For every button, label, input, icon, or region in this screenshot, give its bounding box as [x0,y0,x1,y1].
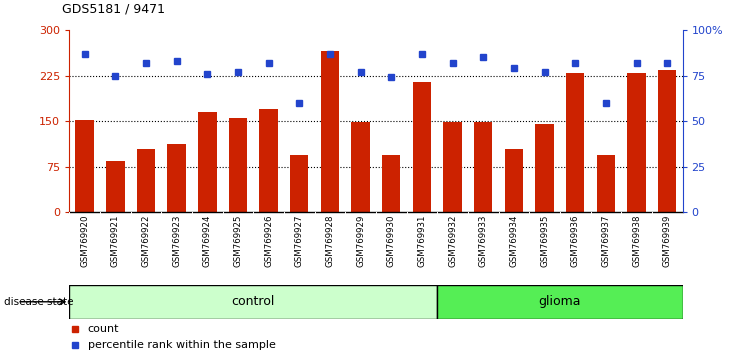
Bar [443,122,462,212]
Text: GSM769931: GSM769931 [418,215,426,267]
Text: GSM769925: GSM769925 [234,215,242,267]
Text: GDS5181 / 9471: GDS5181 / 9471 [62,3,165,16]
Bar [566,73,585,212]
Text: GSM769935: GSM769935 [540,215,549,267]
Text: GSM769934: GSM769934 [510,215,518,267]
Bar [320,51,339,212]
Text: GSM769930: GSM769930 [387,215,396,267]
Text: GSM769923: GSM769923 [172,215,181,267]
Bar [412,82,431,212]
Bar [290,155,309,212]
Bar [106,161,125,212]
Text: GSM769932: GSM769932 [448,215,457,267]
Bar [75,120,94,212]
Text: GSM769924: GSM769924 [203,215,212,267]
Text: glioma: glioma [539,295,581,308]
Text: GSM769922: GSM769922 [142,215,150,267]
Text: disease state: disease state [4,297,73,307]
Bar [437,285,683,319]
Bar [627,73,646,212]
Bar [259,109,278,212]
Text: GSM769939: GSM769939 [663,215,672,267]
Text: percentile rank within the sample: percentile rank within the sample [88,340,276,350]
Text: count: count [88,324,119,333]
Bar [69,285,437,319]
Text: GSM769936: GSM769936 [571,215,580,267]
Text: GSM769926: GSM769926 [264,215,273,267]
Text: GSM769921: GSM769921 [111,215,120,267]
Bar [504,149,523,212]
Bar [535,124,554,212]
Text: GSM769929: GSM769929 [356,215,365,267]
Text: GSM769928: GSM769928 [326,215,334,267]
Text: control: control [231,295,275,308]
Bar [167,144,186,212]
Text: GSM769938: GSM769938 [632,215,641,267]
Bar [474,122,493,212]
Bar [596,155,615,212]
Bar [198,112,217,212]
Bar [228,118,247,212]
Text: GSM769937: GSM769937 [602,215,610,267]
Bar [351,122,370,212]
Text: GSM769927: GSM769927 [295,215,304,267]
Bar [137,149,155,212]
Bar [382,155,401,212]
Text: GSM769920: GSM769920 [80,215,89,267]
Bar [658,70,677,212]
Text: GSM769933: GSM769933 [479,215,488,267]
